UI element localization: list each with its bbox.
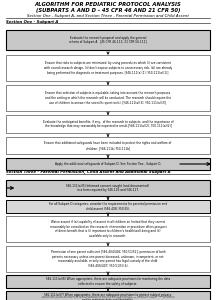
- Text: Section One - Subpart A: Section One - Subpart A: [6, 20, 59, 23]
- Text: Evaluate the anticipated benefits, if any,  of the research to subjects, and the: Evaluate the anticipated benefits, if an…: [43, 119, 173, 128]
- FancyBboxPatch shape: [6, 216, 210, 242]
- Text: For all Subpart D categories, consider the requirements for parental permission : For all Subpart D categories, consider t…: [49, 202, 167, 211]
- Text: §46.111(a)(6) When appropriate, there are adequate provisions for monitoring the: §46.111(a)(6) When appropriate, there ar…: [46, 277, 170, 286]
- Text: Permission of one parent sufficient [§46.404/405; §50.51/52]; permission of both: Permission of one parent sufficient [§46…: [51, 250, 165, 268]
- Text: Apply the additional safeguards of Subpart D. See Section Two - Subpart D.: Apply the additional safeguards of Subpa…: [55, 162, 161, 166]
- Text: ALGORITHM FOR PEDIATRIC PROTOCOL ANALYSIS: ALGORITHM FOR PEDIATRIC PROTOCOL ANALYSI…: [35, 2, 181, 8]
- Text: §46.111(a)(5) Informed consent sought (and documented)
in a form required by §46: §46.111(a)(5) Informed consent sought (a…: [67, 184, 149, 193]
- FancyBboxPatch shape: [6, 30, 210, 50]
- FancyBboxPatch shape: [6, 291, 210, 300]
- Text: Evaluate the research proposal and apply the general
criteria of Subpart A.  [45: Evaluate the research proposal and apply…: [69, 35, 147, 44]
- Text: Ensure that risks to subjects are minimized, by using procedures which (i) are c: Ensure that risks to subjects are minimi…: [44, 61, 172, 75]
- FancyBboxPatch shape: [6, 115, 210, 133]
- Text: (SUBPARTS A AND D - 45 CFR 46 AND 21 CFR 50): (SUBPARTS A AND D - 45 CFR 46 AND 21 CFR…: [36, 8, 180, 13]
- Text: Ensure that selection of subjects is equitable, taking into account the research: Ensure that selection of subjects is equ…: [45, 91, 171, 105]
- FancyBboxPatch shape: [6, 246, 210, 272]
- Text: Section Three - Parental Permission, Child Assent and Additional Subpart A: Section Three - Parental Permission, Chi…: [6, 170, 171, 174]
- FancyBboxPatch shape: [6, 137, 210, 154]
- Text: The content of this document does not represent the official views or policies o: The content of this document does not re…: [41, 296, 175, 298]
- Text: Ensure that additional safeguards have been included to protect the rights and w: Ensure that additional safeguards have b…: [44, 141, 172, 150]
- FancyBboxPatch shape: [6, 158, 210, 170]
- FancyBboxPatch shape: [6, 55, 210, 81]
- FancyBboxPatch shape: [6, 180, 210, 196]
- FancyBboxPatch shape: [6, 275, 210, 288]
- FancyBboxPatch shape: [6, 200, 210, 213]
- Text: Section One - Subpart A, and Section Three - Parental Permission and Child Assen: Section One - Subpart A, and Section Thr…: [27, 14, 189, 18]
- Text: Waive assent if (a) capability of assent in all children so limited that they ca: Waive assent if (a) capability of assent…: [50, 220, 166, 238]
- FancyBboxPatch shape: [6, 85, 210, 111]
- Text: §46.111(a)(7) When appropriate, there are adequate provisions to protect subject: §46.111(a)(7) When appropriate, there ar…: [44, 293, 172, 300]
